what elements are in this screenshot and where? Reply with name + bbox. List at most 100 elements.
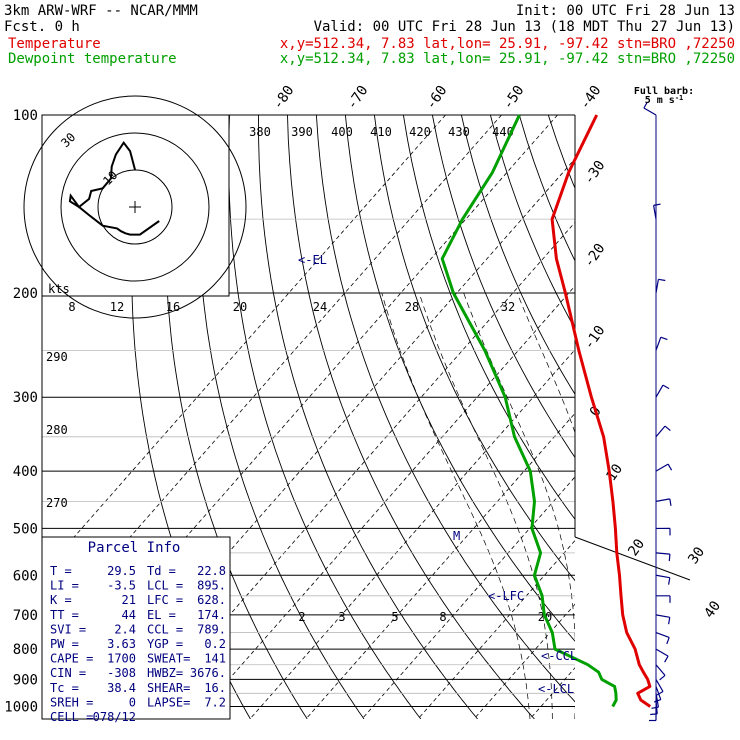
wind-barb-flag xyxy=(651,706,659,709)
mixing-ratio-label: 5 xyxy=(391,610,398,624)
isotherm xyxy=(586,115,740,719)
full-barb-value: 5 m s-1 xyxy=(645,94,684,106)
isotherm-label: -80 xyxy=(270,83,298,113)
plot-corner xyxy=(574,536,691,581)
mixing-ratio-label: 3 xyxy=(338,610,345,624)
isotherm-label: -30 xyxy=(581,158,609,188)
moist-adiabat xyxy=(516,292,575,434)
wind-barb-flag xyxy=(668,577,671,585)
temperature-legend: Temperature xyxy=(8,36,101,52)
header: 3km ARW-WRF -- NCAR/MMM Init: 00 UTC Fri… xyxy=(4,3,735,67)
parcel-value: 16. xyxy=(204,681,226,695)
lcl-marker: <-LCL xyxy=(538,682,574,696)
pressure-tick-label: 200 xyxy=(13,286,38,302)
wind-barb-flag xyxy=(653,699,662,703)
pressure-tick-label: 900 xyxy=(13,672,38,688)
wind-barb xyxy=(655,384,664,398)
wind-barb-flag xyxy=(660,336,668,341)
theta-label: 430 xyxy=(448,125,470,139)
isotherm xyxy=(361,476,575,719)
theta-label: 390 xyxy=(291,125,313,139)
dry-adiabat xyxy=(315,115,575,703)
wind-barb xyxy=(655,336,662,351)
lfc-marker: <-LFC xyxy=(488,589,524,603)
parcel-value: -3.5 xyxy=(107,579,136,593)
dry-adiabat xyxy=(547,115,575,190)
wind-barb xyxy=(655,664,666,676)
dry-adiabat xyxy=(518,115,575,262)
wind-barb xyxy=(655,279,659,294)
parcel-label: HWBZ= xyxy=(147,666,183,680)
parcel-value: 38.4 xyxy=(107,681,136,695)
dry-adiabat xyxy=(344,115,575,642)
forecast-hour: Fcst. 0 h xyxy=(4,19,80,35)
wind-barb xyxy=(655,552,670,555)
parcel-value: 789. xyxy=(197,622,226,636)
wind-barb xyxy=(655,679,664,692)
temperature-profile xyxy=(550,114,652,708)
hodograph-ring xyxy=(60,132,210,282)
pressure-tick-label: 500 xyxy=(13,521,38,537)
parcel-value: 0 xyxy=(129,695,136,709)
theta-label: 400 xyxy=(331,125,353,139)
wind-barb-flag xyxy=(662,384,670,390)
moist-adiabat xyxy=(463,292,575,719)
wind-barb-flag xyxy=(668,617,671,625)
valid-time: Valid: 00 UTC Fri 28 Jun 13 (18 MDT Thu … xyxy=(314,19,735,35)
parcel-value: 0.2 xyxy=(204,637,226,651)
wind-barb xyxy=(655,498,670,502)
isotherm xyxy=(305,412,575,719)
moist-adiabat xyxy=(664,293,727,719)
dry-adiabat xyxy=(373,115,575,582)
parcel-value: 174. xyxy=(197,608,226,622)
isotherm xyxy=(193,285,575,719)
isotherm xyxy=(698,115,740,719)
parcel-value: 3676. xyxy=(190,666,226,680)
parcel-info-title: Parcel Info xyxy=(88,540,181,556)
profile-curves xyxy=(440,114,652,708)
el-marker: <-EL xyxy=(298,253,327,267)
parcel-value: 21 xyxy=(122,593,136,607)
ccl-marker: <-CCL xyxy=(541,649,577,663)
parcel-value: 7.2 xyxy=(204,695,226,709)
dry-adiabat xyxy=(693,115,740,719)
wind-barb-flag xyxy=(668,554,671,562)
wind-barb xyxy=(655,614,670,618)
wind-barb xyxy=(655,693,659,708)
model-title: 3km ARW-WRF -- NCAR/MMM xyxy=(4,3,198,19)
speed-tick-label: 16 xyxy=(166,300,180,314)
isotherm-label: 20 xyxy=(625,536,648,559)
mixing-ratio-label: 8 xyxy=(439,610,446,624)
speed-tick-label: 32 xyxy=(501,300,515,314)
isotherm-label: 40 xyxy=(701,598,724,621)
parcel-label: CAPE = xyxy=(50,652,93,666)
wind-barb-flag xyxy=(643,101,648,109)
isotherm xyxy=(473,603,575,719)
parcel-value: 1700 xyxy=(107,652,136,666)
isotherm-label: -60 xyxy=(423,83,451,113)
wind-barbs xyxy=(643,101,673,722)
parcel-value: 44 xyxy=(122,608,136,622)
isotherm-label: -10 xyxy=(581,323,609,353)
temperature-location: x,y=512.34, 7.83 lat,lon= 25.91, -97.42 … xyxy=(280,36,735,52)
dry-adiabat xyxy=(402,115,575,521)
wind-barb xyxy=(655,632,670,638)
theta-label: 380 xyxy=(249,125,271,139)
dry-adiabat xyxy=(722,115,740,719)
parcel-label: SVI = xyxy=(50,622,86,636)
parcel-value: 141 xyxy=(204,652,226,666)
parcel-value: 628. xyxy=(197,593,226,607)
dewpoint-profile xyxy=(440,114,618,708)
theta-label: 410 xyxy=(370,125,392,139)
wind-barb-flag xyxy=(667,463,673,471)
parcel-label: SWEAT= xyxy=(147,652,190,666)
hodograph-trace xyxy=(68,140,160,236)
parcel-label: CELL = xyxy=(50,710,93,724)
dry-adiabat xyxy=(287,115,535,719)
dry-adiabat xyxy=(635,115,740,719)
isotherm xyxy=(137,221,575,719)
parcel-label: LAPSE= xyxy=(147,695,190,709)
dry-adiabat xyxy=(228,115,422,719)
parcel-value: 078/12 xyxy=(93,710,136,724)
